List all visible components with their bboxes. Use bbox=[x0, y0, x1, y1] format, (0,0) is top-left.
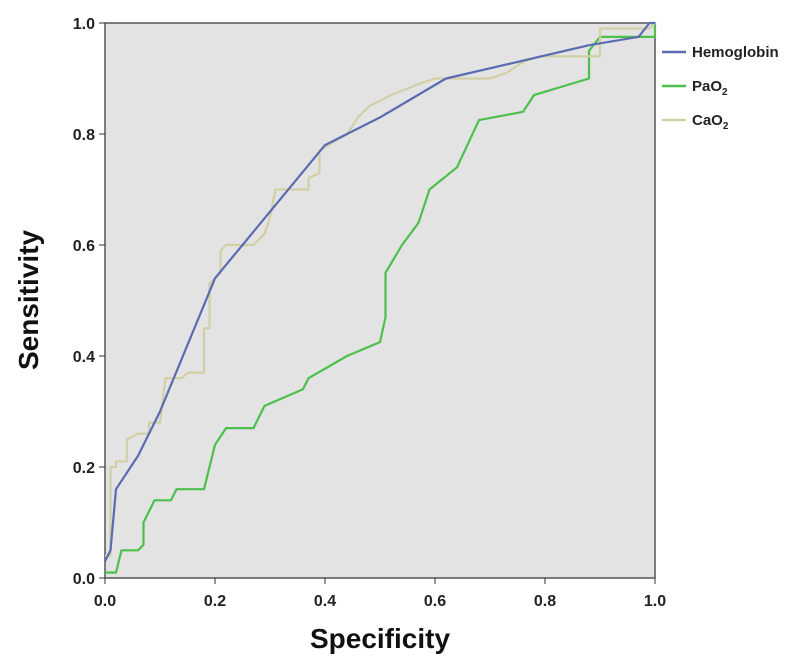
series-line-hemoglobin bbox=[104, 21, 655, 562]
legend-label-pao2: PaO2 bbox=[692, 78, 728, 98]
y-tick-label: 0.8 bbox=[73, 127, 95, 144]
y-tick-label: 0.0 bbox=[73, 571, 95, 588]
x-tick-label: 0.8 bbox=[534, 593, 556, 610]
series-line-pao2 bbox=[105, 23, 657, 574]
y-tick-label: 1.0 bbox=[73, 16, 95, 33]
legend: Hemoglobin PaO2 CaO2 bbox=[662, 44, 779, 132]
legend-label-cao2: CaO2 bbox=[692, 112, 729, 132]
series-layer bbox=[104, 21, 657, 574]
x-tick-label: 1.0 bbox=[644, 593, 666, 610]
series-line-cao2 bbox=[105, 22, 656, 557]
x-tick-label: 0.6 bbox=[424, 593, 446, 610]
y-axis-title: Sensitivity bbox=[13, 230, 44, 370]
plot-area bbox=[104, 22, 656, 579]
y-tick-label: 0.2 bbox=[73, 460, 95, 477]
y-tick-label: 0.4 bbox=[73, 349, 95, 366]
x-axis-title: Specificity bbox=[310, 623, 450, 654]
x-tick-label: 0.0 bbox=[94, 593, 116, 610]
x-tick-label: 0.4 bbox=[314, 593, 336, 610]
y-tick-label: 0.6 bbox=[73, 238, 95, 255]
legend-label-hemoglobin: Hemoglobin bbox=[692, 44, 779, 61]
tick-layer: 0.0 0.2 0.4 0.6 0.8 1.0 0.0 0.2 0.4 0.6 0.8 1.0 bbox=[73, 16, 666, 610]
x-tick-label: 0.2 bbox=[204, 593, 226, 610]
